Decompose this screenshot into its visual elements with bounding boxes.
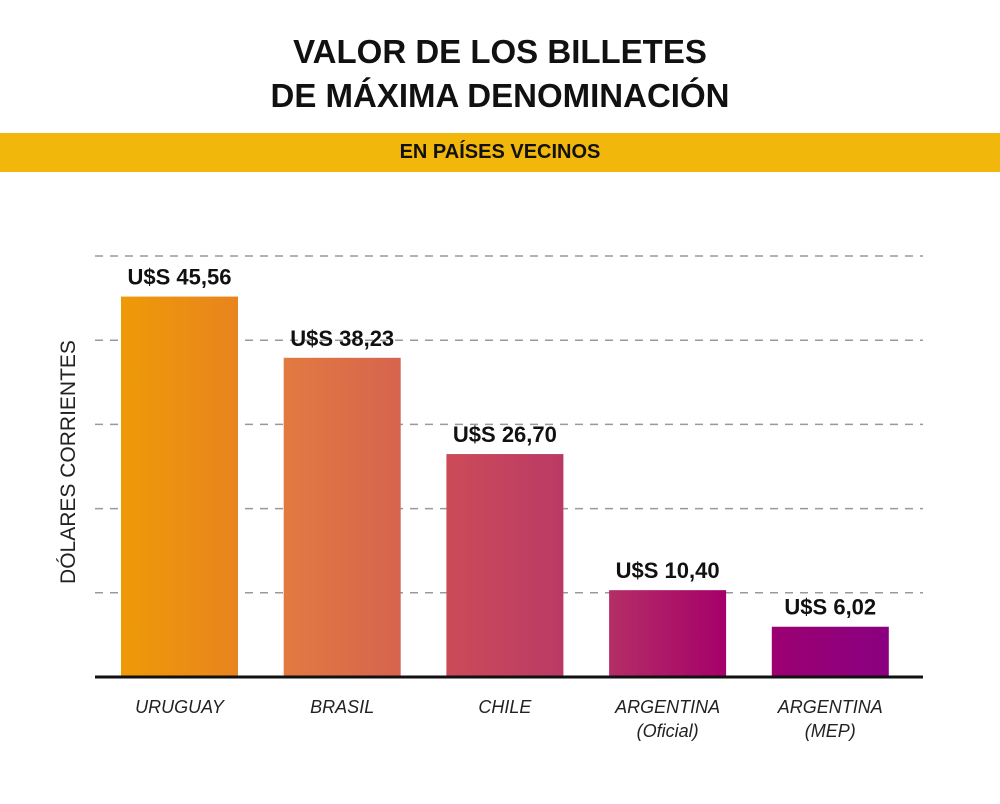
bars — [121, 296, 889, 677]
bar — [446, 454, 564, 677]
y-axis-label: DÓLARES CORRIENTES — [57, 340, 80, 584]
title-line-2: DE MÁXIMA DENOMINACIÓN — [270, 77, 730, 114]
x-tick-label: ARGENTINA — [614, 697, 720, 717]
x-tick-label: CHILE — [478, 697, 532, 717]
x-tick-label: URUGUAY — [135, 697, 226, 717]
x-tick-label: ARGENTINA — [777, 697, 883, 717]
data-label: U$S 10,40 — [616, 558, 720, 583]
bar — [121, 296, 238, 677]
chart-title: VALOR DE LOS BILLETES DE MÁXIMA DENOMINA… — [0, 30, 1000, 118]
data-label: U$S 45,56 — [128, 265, 232, 290]
subtitle-band: EN PAÍSES VECINOS — [0, 133, 1000, 172]
x-tick-label: (MEP) — [805, 721, 856, 741]
bar — [771, 626, 889, 677]
x-tick-label: (Oficial) — [637, 721, 699, 741]
bar — [283, 357, 401, 677]
subtitle: EN PAÍSES VECINOS — [399, 141, 601, 163]
data-label: U$S 38,23 — [290, 326, 394, 351]
data-label: U$S 6,02 — [784, 595, 876, 620]
x-tick-label: BRASIL — [310, 697, 374, 717]
data-label: U$S 26,70 — [453, 422, 557, 447]
title-line-1: VALOR DE LOS BILLETES — [293, 33, 707, 70]
labels: U$S 45,56 URUGUAY U$S 38,23 BRASIL U$S 26,70… — [128, 265, 883, 741]
bar — [609, 590, 727, 677]
